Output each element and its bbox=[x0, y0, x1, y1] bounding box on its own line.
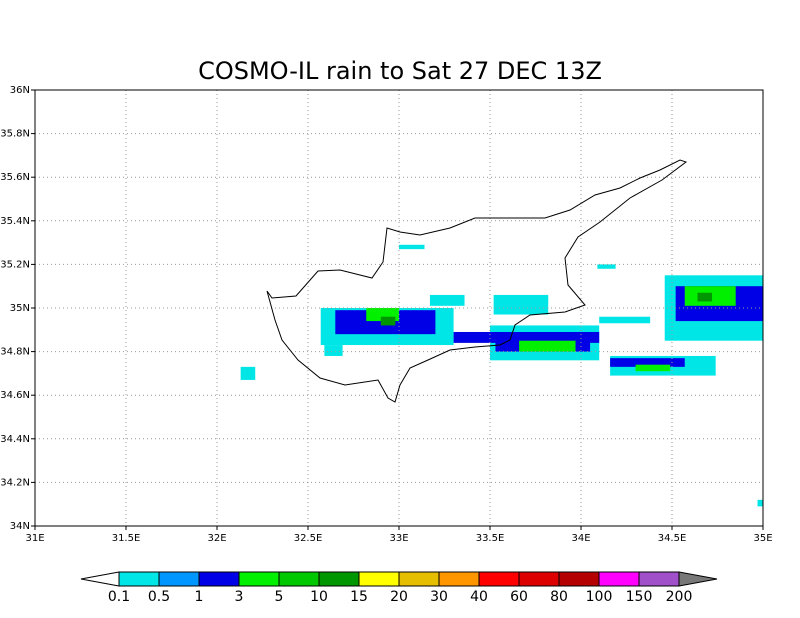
x-tick-label: 33.5E bbox=[476, 533, 505, 544]
colorbar-box bbox=[158, 571, 200, 587]
colorbar-label: 10 bbox=[310, 589, 328, 605]
y-tick-label: 34.4N bbox=[0, 434, 30, 445]
axes: 31E 31.5E 32E 32.5E 33E 33.5E 34E 34.5E 35E 34N 34… bbox=[0, 85, 772, 544]
y-tick-label: 34.6N bbox=[0, 390, 30, 401]
rain-field bbox=[240, 244, 763, 507]
rain-cell bbox=[597, 264, 616, 269]
colorbar-label: 30 bbox=[430, 589, 448, 605]
colorbar-label: 100 bbox=[586, 589, 613, 605]
colorbar-box bbox=[478, 571, 520, 587]
rain-cell bbox=[757, 499, 763, 507]
rain-cell bbox=[599, 316, 651, 324]
x-tick-label: 32E bbox=[207, 533, 226, 544]
x-tick-label: 35E bbox=[753, 533, 772, 544]
colorbar-box bbox=[318, 571, 360, 587]
x-tick-label: 32.5E bbox=[294, 533, 323, 544]
colorbar-label: 3 bbox=[235, 589, 244, 605]
y-tick-label: 35.4N bbox=[0, 216, 30, 227]
y-tick-label: 35.6N bbox=[0, 172, 30, 183]
colorbar-box bbox=[558, 571, 600, 587]
colorbar-label: 5 bbox=[275, 589, 284, 605]
colorbar-label: 1 bbox=[195, 589, 204, 605]
rain-cell bbox=[240, 366, 256, 380]
colorbar-label: 200 bbox=[666, 589, 693, 605]
colorbar-label: 60 bbox=[510, 589, 528, 605]
y-tick-label: 36N bbox=[10, 85, 30, 96]
x-tick-label: 31E bbox=[25, 533, 44, 544]
colorbar-label: 15 bbox=[350, 589, 368, 605]
y-tick-label: 34.8N bbox=[0, 347, 30, 358]
y-tick-label: 35.2N bbox=[0, 259, 30, 270]
rain-cell bbox=[697, 292, 713, 302]
rain-cell bbox=[399, 244, 425, 250]
colorbar-label: 20 bbox=[390, 589, 408, 605]
y-tick-label: 34N bbox=[10, 521, 30, 532]
colorbar-box bbox=[638, 571, 680, 587]
colorbar-box bbox=[238, 571, 280, 587]
colorbar-box bbox=[598, 571, 640, 587]
colorbar: 0.1 0.5 1 3 5 10 15 20 30 40 60 80 100 150 200 bbox=[80, 571, 718, 605]
rain-cell bbox=[453, 331, 600, 343]
coastline bbox=[266, 159, 688, 403]
rain-cell bbox=[635, 364, 671, 372]
x-tick-label: 34E bbox=[571, 533, 590, 544]
y-tick-label: 34.2N bbox=[0, 477, 30, 488]
colorbar-over bbox=[678, 571, 718, 587]
rain-cell bbox=[324, 345, 343, 356]
colorbar-label: 150 bbox=[626, 589, 653, 605]
colorbar-label: 0.5 bbox=[148, 589, 170, 605]
colorbar-under bbox=[80, 571, 120, 587]
colorbar-box bbox=[518, 571, 560, 587]
colorbar-label: 80 bbox=[550, 589, 568, 605]
rain-cell bbox=[429, 294, 465, 306]
colorbar-box bbox=[118, 571, 160, 587]
x-tick-label: 34.5E bbox=[658, 533, 687, 544]
colorbar-label: 0.1 bbox=[108, 589, 130, 605]
rain-cell bbox=[380, 316, 396, 326]
colorbar-box bbox=[278, 571, 320, 587]
colorbar-box bbox=[198, 571, 240, 587]
rain-cell bbox=[493, 294, 549, 315]
y-tick-label: 35.8N bbox=[0, 129, 30, 140]
x-tick-label: 33E bbox=[389, 533, 408, 544]
y-tick-label: 35N bbox=[10, 303, 30, 314]
x-tick-label: 31.5E bbox=[112, 533, 141, 544]
rain-cell bbox=[610, 358, 685, 367]
colorbar-label: 40 bbox=[470, 589, 488, 605]
rain-cell bbox=[519, 340, 576, 352]
grid bbox=[35, 90, 763, 526]
map-title: COSMO-IL rain to Sat 27 DEC 13Z bbox=[198, 57, 602, 85]
colorbar-box bbox=[398, 571, 440, 587]
colorbar-box bbox=[438, 571, 480, 587]
colorbar-box bbox=[358, 571, 400, 587]
